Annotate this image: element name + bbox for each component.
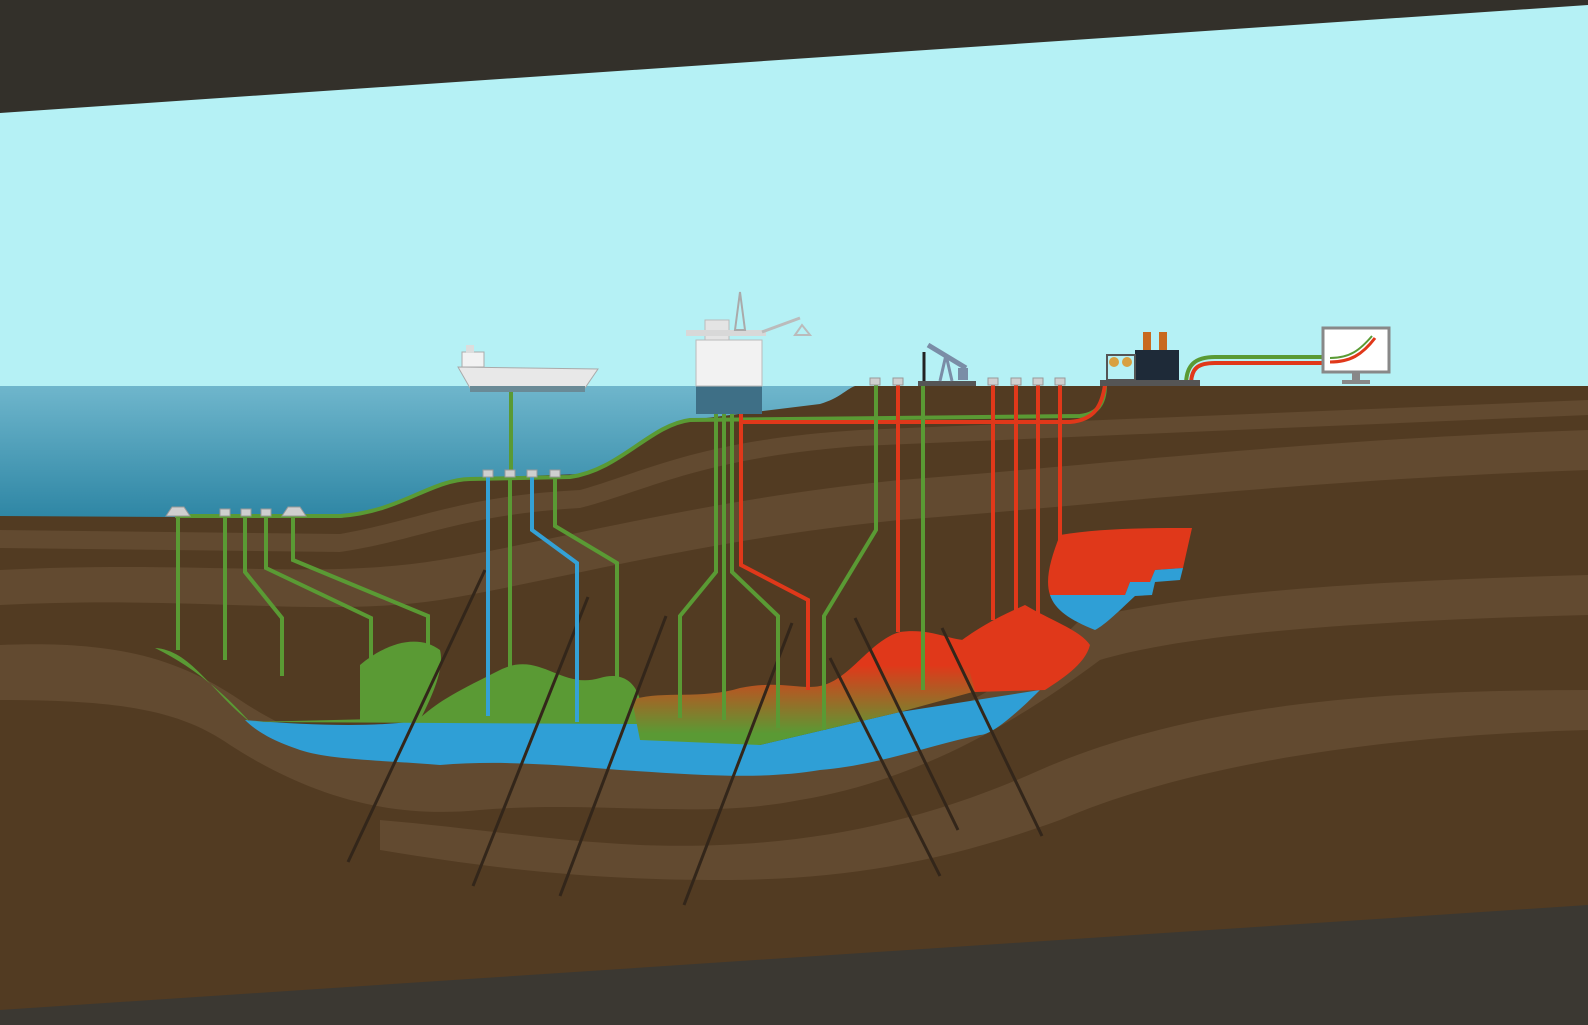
monitor xyxy=(1321,326,1391,384)
water-zone xyxy=(1050,568,1183,630)
gas-zone xyxy=(360,641,441,720)
gas-zone xyxy=(155,648,640,724)
wellheads xyxy=(165,377,1066,517)
platform xyxy=(686,291,813,414)
strata xyxy=(0,400,1588,880)
faults xyxy=(346,569,1044,906)
ship xyxy=(457,345,599,392)
processing-plant xyxy=(1100,332,1200,386)
pipelines xyxy=(175,355,1335,730)
oil-zone xyxy=(962,605,1090,692)
top-band xyxy=(0,0,1588,113)
pump-jack xyxy=(918,342,976,386)
bottom-band xyxy=(0,905,1588,1025)
oil-zone xyxy=(1048,528,1192,595)
